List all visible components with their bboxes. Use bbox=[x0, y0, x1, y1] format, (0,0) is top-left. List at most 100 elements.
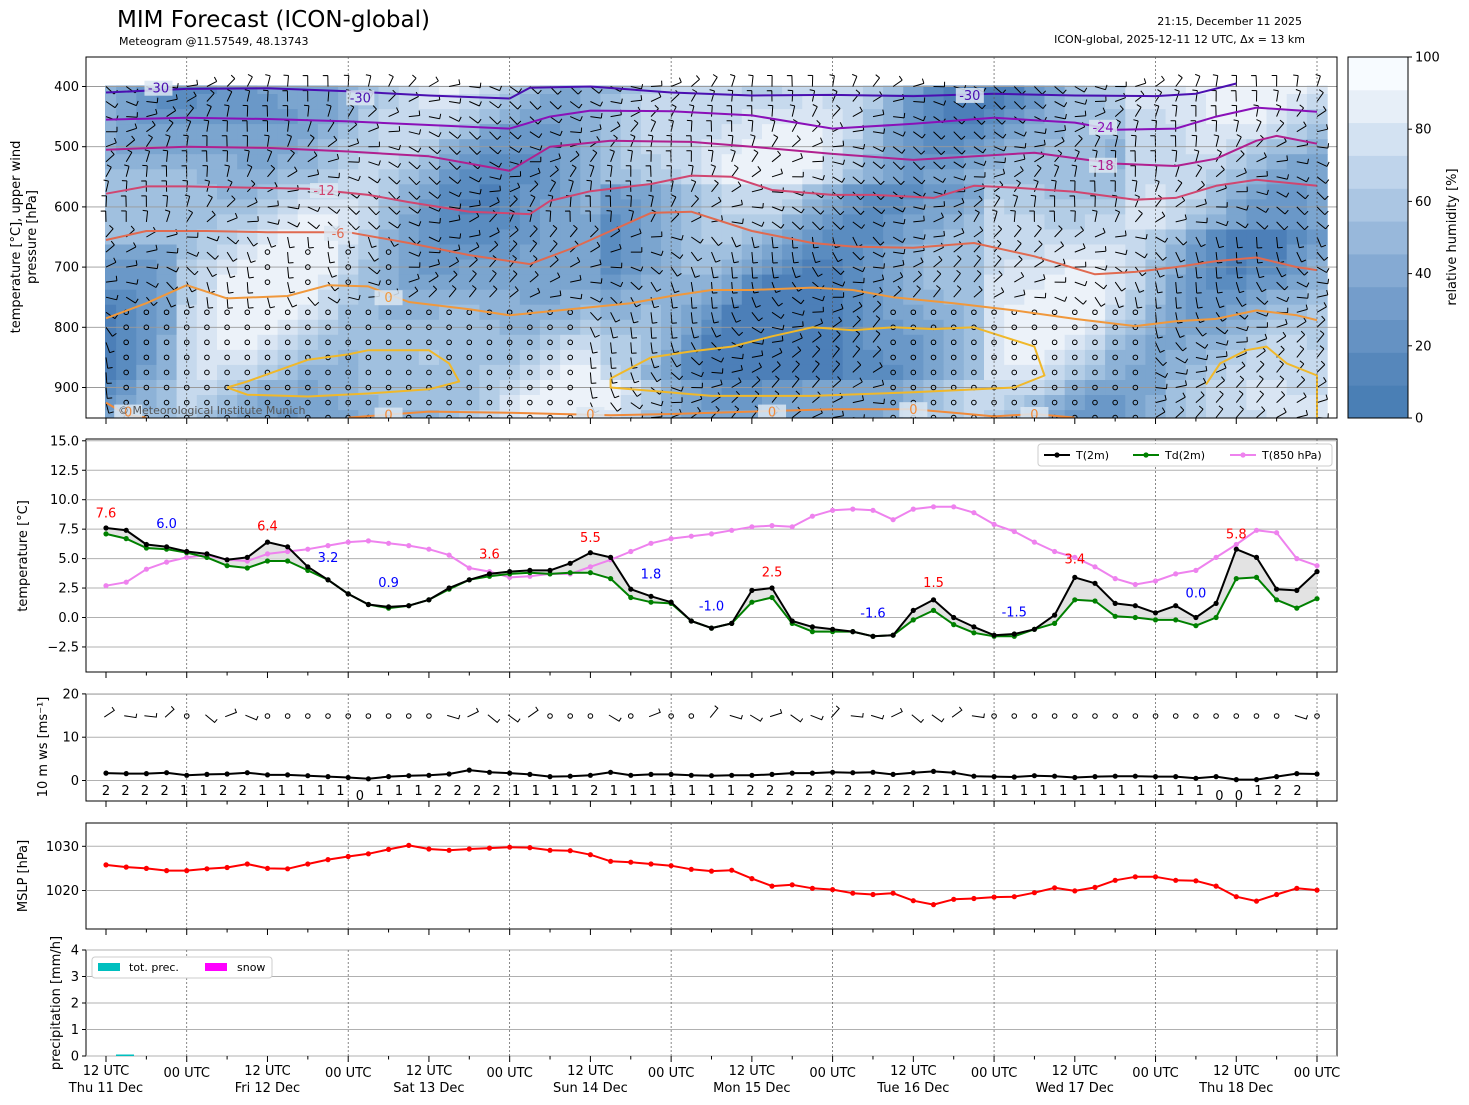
wind-barb bbox=[711, 297, 718, 309]
t2m-point bbox=[224, 557, 230, 563]
calm-wind-marker bbox=[1132, 369, 1139, 376]
wind-barb bbox=[1256, 360, 1265, 373]
wind-barb bbox=[691, 371, 704, 378]
t850-point bbox=[870, 507, 876, 513]
rh-cell bbox=[418, 334, 440, 351]
wind-barb bbox=[913, 257, 924, 268]
gust-label: 2 bbox=[219, 784, 227, 799]
t2m-point bbox=[910, 607, 916, 614]
wind-speed-point bbox=[527, 771, 533, 778]
wind-barb bbox=[408, 191, 421, 200]
rh-cell bbox=[1185, 410, 1207, 418]
mslp-point bbox=[386, 846, 392, 853]
isotherm-label-bg bbox=[144, 80, 173, 96]
t2m-point bbox=[769, 585, 775, 591]
time-axis-label: 12 UTC bbox=[1052, 1064, 1098, 1079]
t2m-point bbox=[1112, 600, 1118, 607]
wind-barb bbox=[1296, 104, 1304, 117]
wind-barb bbox=[1175, 282, 1182, 294]
gust-label: 1 bbox=[629, 784, 637, 799]
precip-bar bbox=[122, 1054, 128, 1056]
wind-barb bbox=[126, 260, 138, 268]
t850-point bbox=[648, 540, 654, 546]
calm-wind-marker bbox=[183, 354, 190, 361]
calm-wind-marker bbox=[163, 339, 170, 346]
calm-wind-marker bbox=[890, 399, 896, 406]
legend-label-1: Td(2m) bbox=[1164, 449, 1205, 462]
wind-barb bbox=[388, 73, 394, 87]
wind-speed-point bbox=[1052, 773, 1058, 779]
mslp-point bbox=[1011, 894, 1017, 900]
legend-marker-2 bbox=[1240, 452, 1246, 458]
calm-wind-marker bbox=[1132, 399, 1139, 406]
wind-barb bbox=[590, 259, 602, 268]
surface-calm-marker bbox=[688, 713, 695, 719]
time-axis-date-label: Mon 15 Dec bbox=[713, 1081, 790, 1096]
rh-cell bbox=[217, 94, 238, 110]
wind-barb bbox=[469, 200, 481, 208]
td2m-point bbox=[1314, 596, 1320, 602]
rh-cell bbox=[1206, 124, 1227, 140]
wind-barb bbox=[812, 306, 824, 313]
rh-cell bbox=[237, 395, 258, 411]
wind-barb bbox=[1276, 206, 1289, 215]
calm-wind-marker bbox=[123, 354, 129, 361]
wind-barb bbox=[1256, 236, 1263, 249]
td2m-point bbox=[1253, 574, 1260, 581]
calm-wind-marker bbox=[547, 399, 553, 406]
rh-cell bbox=[136, 349, 158, 366]
wind-barb bbox=[428, 146, 441, 155]
calm-wind-marker bbox=[365, 384, 372, 391]
rh-cell bbox=[1246, 109, 1268, 125]
colorbar-tick-label: 40 bbox=[1415, 267, 1432, 282]
wind-barb bbox=[161, 165, 168, 177]
wind-barb bbox=[1175, 369, 1188, 375]
t850-point bbox=[264, 551, 271, 557]
calm-wind-marker bbox=[1051, 309, 1058, 316]
temperature-extreme-label: 1.5 bbox=[923, 576, 944, 591]
wind-barb bbox=[630, 372, 640, 384]
td2m-point bbox=[971, 630, 977, 636]
wind-barb bbox=[1094, 296, 1106, 307]
rh-left-blank bbox=[86, 57, 105, 418]
wind-barb bbox=[690, 179, 697, 192]
rh-cell bbox=[196, 184, 218, 200]
wind-barb bbox=[1316, 206, 1329, 216]
wind-barb bbox=[1235, 134, 1242, 147]
rh-cell bbox=[560, 304, 581, 321]
wind-barb bbox=[751, 376, 761, 388]
wind-barb bbox=[791, 135, 801, 148]
wind-barb bbox=[913, 78, 925, 87]
wind-barb bbox=[912, 161, 925, 170]
surface-calm-marker bbox=[1253, 713, 1260, 719]
rh-cell bbox=[1246, 124, 1268, 140]
wind-barb bbox=[388, 126, 401, 133]
calm-wind-marker bbox=[1132, 309, 1139, 316]
wind-barb bbox=[1296, 293, 1309, 299]
surface-wind-barb bbox=[891, 707, 903, 718]
wind-barb bbox=[933, 176, 946, 183]
rh-cell bbox=[136, 410, 158, 418]
rh-cell bbox=[842, 94, 864, 110]
wind-barb bbox=[1276, 119, 1285, 133]
gust-label: 1 bbox=[336, 784, 344, 799]
wind-barb bbox=[244, 149, 250, 162]
colorbar-tick-label: 60 bbox=[1415, 195, 1432, 210]
wind-barb bbox=[811, 104, 818, 117]
calm-wind-marker bbox=[991, 399, 997, 406]
wind-barb bbox=[166, 296, 177, 308]
time-axis-label: 12 UTC bbox=[244, 1064, 290, 1079]
wind-barb bbox=[1112, 134, 1119, 147]
colorbar-tick-label: 0 bbox=[1415, 412, 1423, 427]
calm-wind-marker bbox=[345, 399, 352, 406]
surface-calm-marker bbox=[345, 713, 352, 719]
surface-calm-marker bbox=[991, 713, 997, 719]
wind-barb bbox=[1074, 296, 1087, 305]
upper-air-y-tick-label: 700 bbox=[54, 261, 79, 276]
gust-label: 2 bbox=[766, 784, 774, 799]
gust-label: 1 bbox=[532, 784, 540, 799]
wind-barb bbox=[1175, 196, 1186, 208]
wind-barb bbox=[686, 119, 693, 132]
calm-wind-marker bbox=[446, 399, 452, 406]
rh-cell bbox=[1286, 410, 1308, 418]
